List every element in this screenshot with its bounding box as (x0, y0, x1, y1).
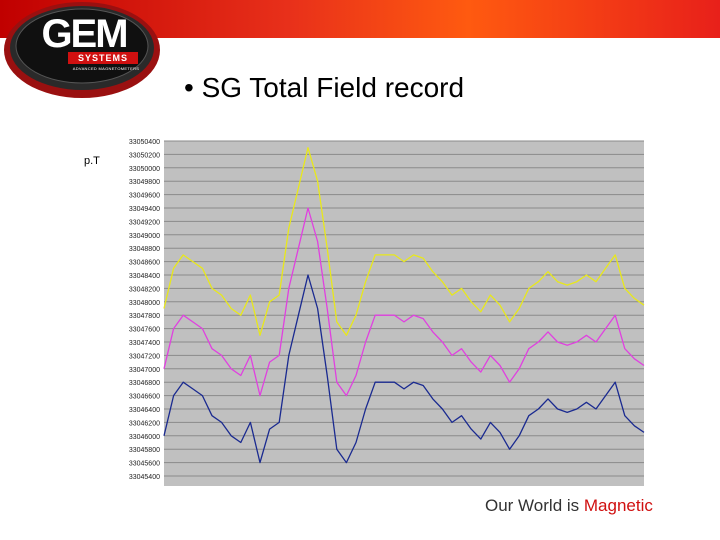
y-tick-label: 33047200 (129, 353, 160, 360)
y-tick-label: 33047600 (129, 327, 160, 334)
y-tick-label: 33046000 (129, 434, 160, 441)
y-tick-label: 33047400 (129, 340, 160, 347)
y-tick-label: 33048600 (129, 260, 160, 267)
plot-area (164, 141, 644, 486)
y-tick-label: 33047000 (129, 367, 160, 374)
y-tick-label: 33048200 (129, 286, 160, 293)
series-lines (163, 147, 645, 464)
y-tick-label: 33047800 (129, 313, 160, 320)
grid-lines (164, 140, 644, 477)
slide-title: • SG Total Field record (184, 72, 465, 103)
y-tick-label: 33049800 (129, 179, 160, 186)
y-tick-label: 33050400 (129, 139, 160, 146)
company-logo: GEM SYSTEMS ADVANCED MAGNETOMETERS (2, 0, 162, 104)
y-tick-label: 33049400 (129, 206, 160, 213)
y-tick-label: 33049600 (129, 193, 160, 200)
y-tick-label: 33046800 (129, 380, 160, 387)
y-tick-label: 33049200 (129, 219, 160, 226)
unit-label: p.T (84, 155, 100, 167)
footer-highlight: Magnetic (583, 496, 653, 515)
logo-badge-shape (4, 2, 160, 98)
y-tick-labels: 33050400 33050200 33050000 33049800 33049600… (129, 139, 160, 481)
y-tick-label: 33050000 (129, 166, 160, 173)
y-tick-label: 33048000 (129, 300, 160, 307)
y-tick-label: 33045600 (129, 461, 160, 468)
logo-tagline: ADVANCED MAGNETOMETERS (72, 66, 140, 71)
y-tick-label: 33049000 (129, 233, 160, 240)
y-tick-label: 33045800 (129, 447, 160, 454)
y-tick-label: 33050200 (129, 152, 160, 159)
series-line-2 (163, 207, 645, 397)
y-tick-label: 33045400 (129, 474, 160, 481)
y-tick-label: 33046400 (129, 407, 160, 414)
series-line-1 (163, 147, 645, 336)
logo-subtitle: SYSTEMS (68, 52, 138, 64)
y-tick-label: 33048800 (129, 246, 160, 253)
footer-slogan: Our World is Magnetic (485, 496, 653, 516)
y-tick-label: 33046600 (129, 394, 160, 401)
y-tick-label: 33048400 (129, 273, 160, 280)
footer-prefix: Our World is (485, 496, 584, 515)
logo-text: GEM (41, 12, 128, 56)
y-tick-label: 33046200 (129, 420, 160, 427)
series-line-3 (163, 274, 645, 464)
total-field-chart: 33050400 33050200 33050000 33049800 33049600… (129, 139, 645, 486)
